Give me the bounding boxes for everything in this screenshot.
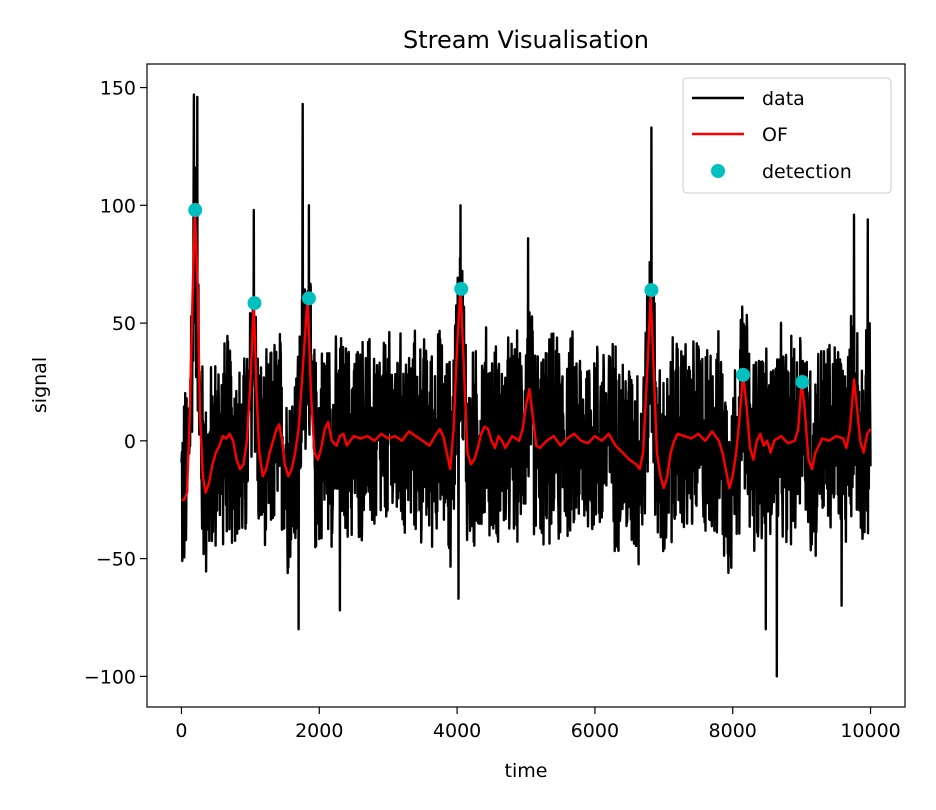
- axes-frame: [146, 63, 906, 708]
- y-tick-label: −50: [96, 549, 136, 571]
- y-tick-label: 50: [112, 313, 136, 335]
- x-tick-label: 6000: [571, 720, 619, 742]
- detection-point: [301, 291, 316, 306]
- legend-label-of: OF: [762, 124, 788, 146]
- detection-point: [795, 374, 810, 389]
- y-tick-label: 0: [124, 431, 136, 453]
- x-tick-label: 2000: [295, 720, 343, 742]
- x-tick-label: 4000: [433, 720, 481, 742]
- x-axis-ticks: 0 2000 4000 6000 8000 10000: [175, 707, 901, 742]
- chart-title: Stream Visualisation: [403, 26, 649, 54]
- detection-point: [736, 367, 751, 382]
- y-tick-label: −100: [84, 666, 136, 688]
- x-tick-label: 10000: [840, 720, 900, 742]
- series-of-line: [181, 208, 872, 501]
- detection-point: [188, 203, 203, 218]
- y-tick-label: 150: [100, 78, 136, 100]
- x-axis-label: time: [505, 760, 548, 782]
- legend-box: [682, 77, 892, 194]
- x-tick-label: 8000: [709, 720, 757, 742]
- series-data-line: [180, 93, 872, 678]
- y-tick-label: 100: [100, 195, 136, 217]
- detection-point: [454, 281, 469, 296]
- series-layer: [180, 93, 872, 678]
- y-axis-label: signal: [29, 357, 51, 413]
- detection-point: [644, 283, 659, 298]
- x-tick-label: 0: [175, 720, 187, 742]
- legend-label-detection: detection: [762, 161, 852, 183]
- legend: data OF detection: [682, 77, 892, 194]
- detection-point: [247, 296, 262, 311]
- legend-label-data: data: [762, 88, 805, 110]
- y-axis-ticks: −100 −50 0 50 100 150: [84, 78, 147, 688]
- legend-swatch-detection: [711, 164, 725, 178]
